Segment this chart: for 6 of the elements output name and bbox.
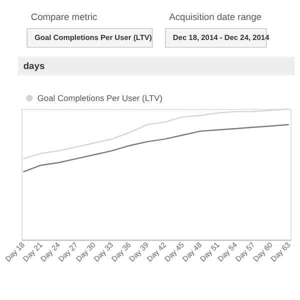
text: Compare metric	[30, 12, 98, 22]
chart-title: days	[23, 60, 45, 71]
text: Dec 18, 2014 - Dec 24, 2014	[172, 32, 270, 42]
text: Acquisition date range	[169, 12, 262, 22]
text: Goal Completions Per User (LTV)	[34, 32, 152, 42]
legend-label: Goal Completions Per User (LTV)	[37, 93, 163, 104]
